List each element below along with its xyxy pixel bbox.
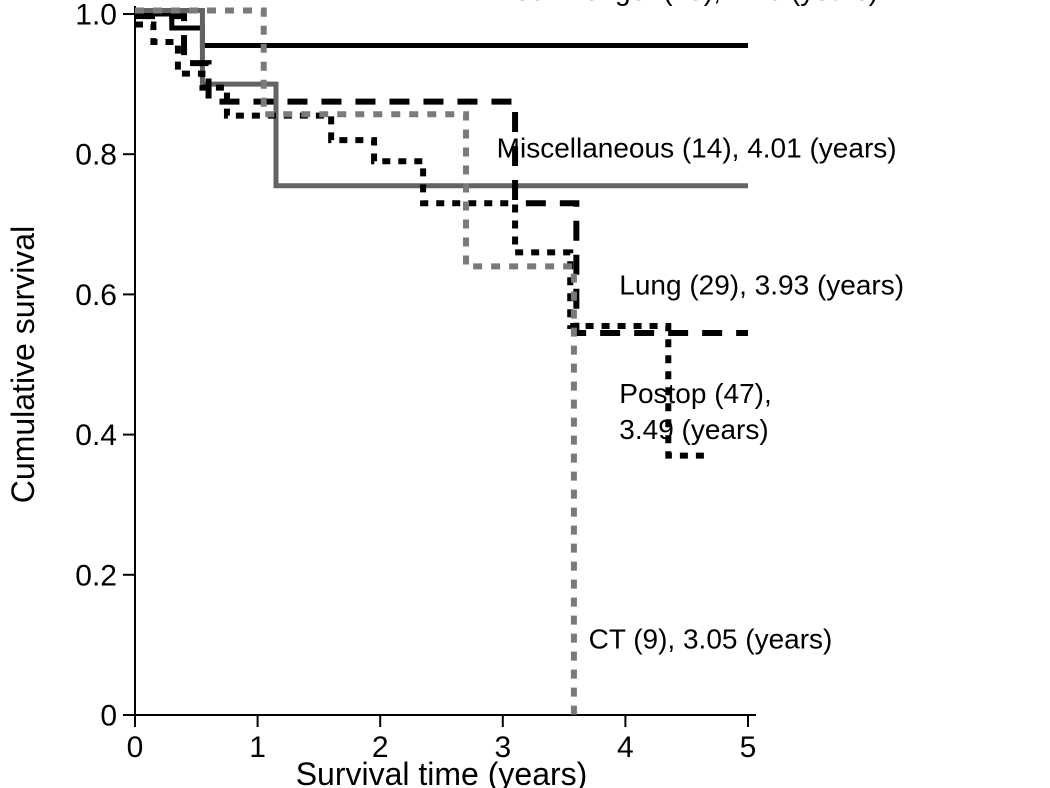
series-label-ct: CT (9), 3.05 (years) <box>589 623 833 654</box>
series-label-postop: Postop (47), <box>619 378 772 409</box>
y-tick-label: 1.0 <box>75 0 117 32</box>
x-tick-label: 1 <box>249 731 266 764</box>
y-tick-label: 0 <box>100 700 117 733</box>
y-tick-label: 0.6 <box>75 279 117 312</box>
series-line-eisenmenger <box>135 14 748 46</box>
y-tick-label: 0.8 <box>75 139 117 172</box>
x-axis-title: Survival time (years) <box>296 756 588 788</box>
series-label-postop: 3.49 (years) <box>619 414 768 445</box>
x-tick-label: 4 <box>617 731 634 764</box>
chart-svg: 01234500.20.40.60.81.0Survival time (yea… <box>0 0 1050 788</box>
y-tick-label: 0.2 <box>75 559 117 592</box>
series-line-ct <box>135 10 574 715</box>
y-tick-label: 0.4 <box>75 419 117 452</box>
x-tick-label: 5 <box>740 731 757 764</box>
survival-chart: 01234500.20.40.60.81.0Survival time (yea… <box>0 0 1050 788</box>
series-label-lung: Lung (29), 3.93 (years) <box>619 269 904 300</box>
x-tick-label: 0 <box>127 731 144 764</box>
series-label-eisenmenger: Eisenmenger (49), 4.79 (years) <box>491 0 879 6</box>
y-axis-title: Cumulative survival <box>5 226 41 503</box>
series-label-miscellaneous: Miscellaneous (14), 4.01 (years) <box>497 133 897 164</box>
